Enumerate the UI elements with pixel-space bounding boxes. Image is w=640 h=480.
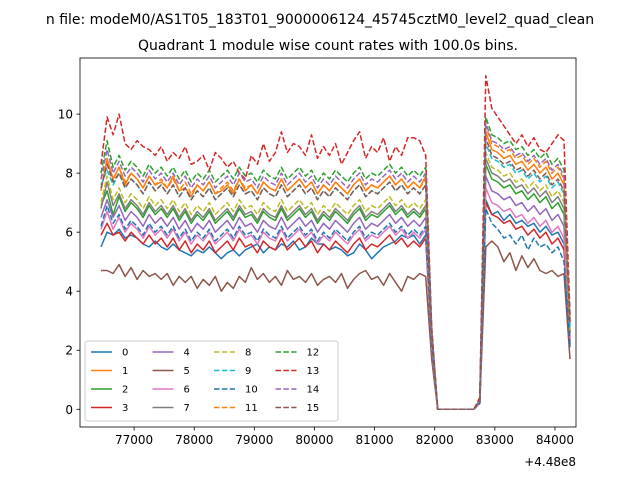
legend-label-7: 7 bbox=[184, 403, 190, 414]
x-tick-label: 83000 bbox=[476, 433, 514, 447]
legend-label-13: 13 bbox=[307, 366, 320, 377]
x-tick-label: 80000 bbox=[295, 433, 333, 447]
legend-label-1: 1 bbox=[122, 366, 128, 377]
series-line-4 bbox=[100, 175, 571, 411]
x-offset-label: +4.48e8 bbox=[524, 455, 576, 469]
legend-label-14: 14 bbox=[307, 385, 320, 396]
x-tick-label: 82000 bbox=[416, 433, 454, 447]
series-line-7 bbox=[100, 157, 571, 411]
y-tick-label: 4 bbox=[65, 285, 73, 299]
x-tick-label: 78000 bbox=[175, 433, 213, 447]
x-tick-label: 79000 bbox=[235, 433, 273, 447]
legend-label-12: 12 bbox=[307, 348, 320, 359]
y-tick-label: 2 bbox=[65, 344, 73, 358]
legend-label-11: 11 bbox=[245, 403, 258, 414]
legend-label-3: 3 bbox=[122, 403, 128, 414]
series-line-14 bbox=[100, 122, 571, 411]
series-line-1 bbox=[100, 131, 571, 411]
legend-label-5: 5 bbox=[184, 366, 190, 377]
axes: 77000 78000 79000 80000 81000 82000 83000 84000… bbox=[58, 108, 574, 447]
series-line-6 bbox=[100, 187, 571, 411]
legend-label-10: 10 bbox=[245, 385, 258, 396]
y-tick-label: 6 bbox=[65, 226, 73, 240]
series-line-15 bbox=[100, 136, 571, 411]
series-line-12 bbox=[100, 116, 571, 411]
legend-label-0: 0 bbox=[122, 348, 128, 359]
x-tick-label: 84000 bbox=[536, 433, 574, 447]
series-line-8 bbox=[100, 151, 571, 411]
y-tick-label: 8 bbox=[65, 167, 73, 181]
series-line-10 bbox=[100, 204, 571, 411]
y-tick-label: 0 bbox=[65, 403, 73, 417]
legend-label-2: 2 bbox=[122, 385, 128, 396]
y-tick-label: 10 bbox=[58, 108, 73, 122]
legend-box bbox=[84, 340, 339, 422]
x-tick-label: 81000 bbox=[356, 433, 394, 447]
plot-frame bbox=[79, 57, 577, 428]
series-line-5 bbox=[101, 240, 571, 411]
series-line-11 bbox=[100, 125, 571, 411]
chart-title: Quadrant 1 module wise count rates with … bbox=[138, 38, 518, 54]
x-tick-label: 77000 bbox=[115, 433, 153, 447]
legend-label-15: 15 bbox=[307, 403, 320, 414]
figure-suptitle: n file: modeM0/AS1T05_183T01_9000006124_… bbox=[46, 12, 594, 28]
series-line-3 bbox=[100, 201, 571, 411]
legend-label-6: 6 bbox=[184, 385, 190, 396]
legend-label-8: 8 bbox=[245, 348, 251, 359]
series-line-2 bbox=[100, 163, 571, 411]
series-line-13 bbox=[100, 74, 571, 411]
legend-label-9: 9 bbox=[245, 366, 251, 377]
legend-label-4: 4 bbox=[184, 348, 190, 359]
series-lines bbox=[100, 74, 571, 411]
